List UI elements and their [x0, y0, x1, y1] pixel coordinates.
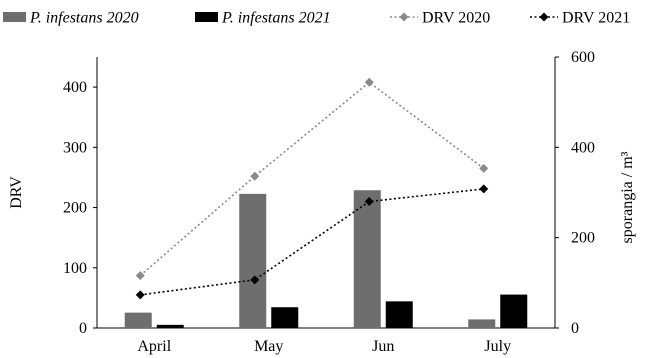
bar-p-infestans-2021-may: [271, 307, 299, 328]
legend-label-drv-2021: DRV 2021: [562, 10, 630, 27]
x-tick-label: April: [137, 338, 171, 355]
lines: [135, 77, 489, 300]
y2-tick-label: 0: [571, 320, 579, 337]
legend-swatch-p-infestans-2021: [195, 12, 218, 22]
bar-p-infestans-2021-jun: [385, 301, 413, 328]
legend-label-p-infestans-2021: P. infestans 2021: [221, 10, 331, 27]
y2-axis-title: sporangia / m³: [619, 151, 636, 243]
line-drv-2020: [139, 81, 485, 277]
legend: P. infestans 2020 P. infestans 2021 DRV 20…: [3, 10, 630, 27]
y-tick-label: 0: [79, 320, 87, 337]
y-tick-label: 100: [63, 260, 87, 277]
x-tick-label: July: [484, 338, 511, 355]
bar-p-infestans-2020-jun: [353, 190, 381, 328]
point-drv-2020-july: [479, 163, 489, 173]
y2-tick-label: 400: [571, 139, 595, 156]
bars: [124, 190, 528, 328]
bar-p-infestans-2020-april: [124, 312, 152, 328]
point-drv-2021-may: [250, 275, 260, 285]
y2-tick-label: 600: [571, 49, 595, 66]
point-drv-2020-april: [135, 271, 145, 281]
point-drv-2021-jun: [364, 197, 374, 207]
point-drv-2021-july: [479, 184, 489, 194]
y-tick-label: 200: [63, 200, 87, 217]
bar-p-infestans-2020-may: [239, 193, 267, 328]
axes: 0 100 200 300 400 0 200 400 600 April May Jun July: [63, 49, 595, 355]
bar-p-infestans-2021-july: [500, 294, 528, 328]
y-axis-title: DRV: [8, 176, 25, 209]
y-tick-label: 400: [63, 79, 87, 96]
y2-tick-label: 200: [571, 230, 595, 247]
legend-label-p-infestans-2020: P. infestans 2020: [29, 10, 139, 27]
point-drv-2021-april: [135, 290, 145, 300]
legend-marker-drv-2020: [399, 12, 409, 22]
bar-p-infestans-2020-july: [468, 319, 496, 328]
point-drv-2020-jun: [364, 77, 374, 87]
x-tick-label: Jun: [372, 338, 394, 355]
x-tick-label: May: [254, 338, 283, 355]
bar-p-infestans-2021-april: [156, 324, 184, 328]
y-tick-label: 300: [63, 139, 87, 156]
legend-swatch-p-infestans-2020: [3, 12, 26, 22]
legend-label-drv-2020: DRV 2020: [422, 10, 490, 27]
line-drv-2021: [140, 188, 484, 296]
legend-marker-drv-2021: [539, 12, 549, 22]
point-drv-2020-may: [250, 171, 260, 181]
